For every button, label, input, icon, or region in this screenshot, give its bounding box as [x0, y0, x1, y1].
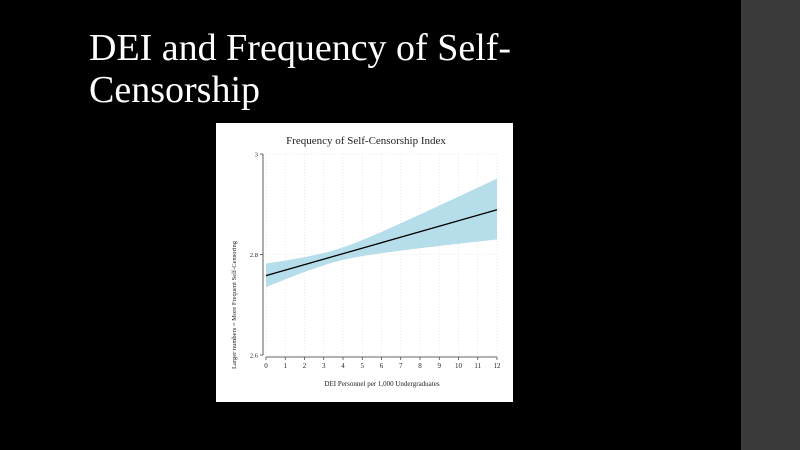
x-tick-label: 7	[399, 362, 403, 370]
x-tick-label: 6	[380, 362, 384, 370]
fit-line	[265, 209, 498, 277]
x-tick-label: 8	[418, 362, 422, 370]
slide-background: DEI and Frequency of Self-Censorship Fre…	[89, 27, 513, 402]
x-tick-label: 9	[438, 362, 442, 370]
slide-title: DEI and Frequency of Self-Censorship	[89, 27, 512, 111]
y-tick-label: 2.8	[250, 252, 258, 259]
side-strip	[741, 0, 800, 450]
x-tick-label: 10	[455, 362, 463, 370]
y-tick-label: 3	[255, 152, 258, 159]
x-tick-label: 11	[474, 362, 481, 370]
chart-title: Frequency of Self-Censorship Index	[286, 135, 446, 147]
x-tick-label: 2	[303, 362, 307, 370]
confidence-band	[266, 178, 497, 288]
y-axis-label: Larger numbers = More Frequent Self-Cens…	[231, 240, 238, 369]
y-tick-label: 2.6	[250, 353, 259, 360]
x-axis-label: DEI Personnel per 1,000 Undergraduates	[324, 380, 439, 388]
x-tick-label: 4	[341, 362, 345, 370]
x-tick-label: 0	[264, 362, 268, 370]
y-axis-ticks: 2.6 2.8 3	[250, 152, 263, 360]
x-axis-ticks: 0 1 2 3 4 5 6 7 8 9 10 11 12	[264, 357, 501, 370]
x-tick-label: 12	[494, 362, 502, 370]
x-tick-label: 3	[322, 362, 326, 370]
x-tick-label: 5	[361, 362, 365, 370]
grid-layer	[265, 153, 498, 356]
x-tick-label: 1	[284, 362, 288, 370]
